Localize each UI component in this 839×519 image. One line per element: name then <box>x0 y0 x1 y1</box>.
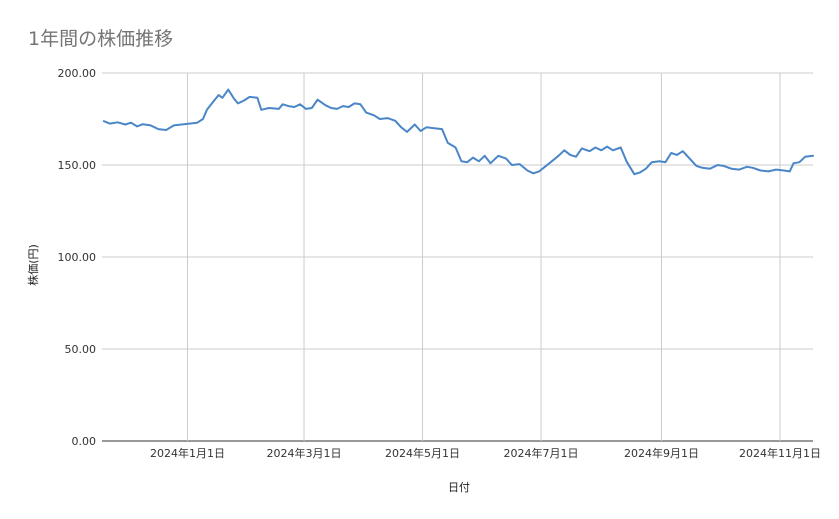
x-tick-label: 2024年9月1日 <box>624 446 699 460</box>
y-tick-label: 50.00 <box>65 343 97 356</box>
x-tick-label: 2024年3月1日 <box>267 446 342 460</box>
x-tick-label: 2024年5月1日 <box>385 446 460 460</box>
gridlines <box>102 72 813 442</box>
x-tick-label: 2024年7月1日 <box>504 446 579 460</box>
y-tick-label: 100.00 <box>58 251 97 264</box>
y-tick-label: 0.00 <box>72 435 97 448</box>
x-tick-label: 2024年11月1日 <box>739 446 821 460</box>
tick-labels: 0.00 50.00 100.00 150.00 200.00 2024年1月1日 2024… <box>58 67 821 460</box>
x-tick-label: 2024年1月1日 <box>150 446 225 460</box>
y-tick-label: 200.00 <box>58 67 97 80</box>
series-line <box>102 88 814 176</box>
y-axis-title: 株価(円) <box>26 244 40 286</box>
y-tick-label: 150.00 <box>58 159 97 172</box>
series-layer <box>102 88 814 176</box>
x-axis-title: 日付 <box>448 481 470 494</box>
chart-title: 1年間の株価推移 <box>28 28 174 50</box>
